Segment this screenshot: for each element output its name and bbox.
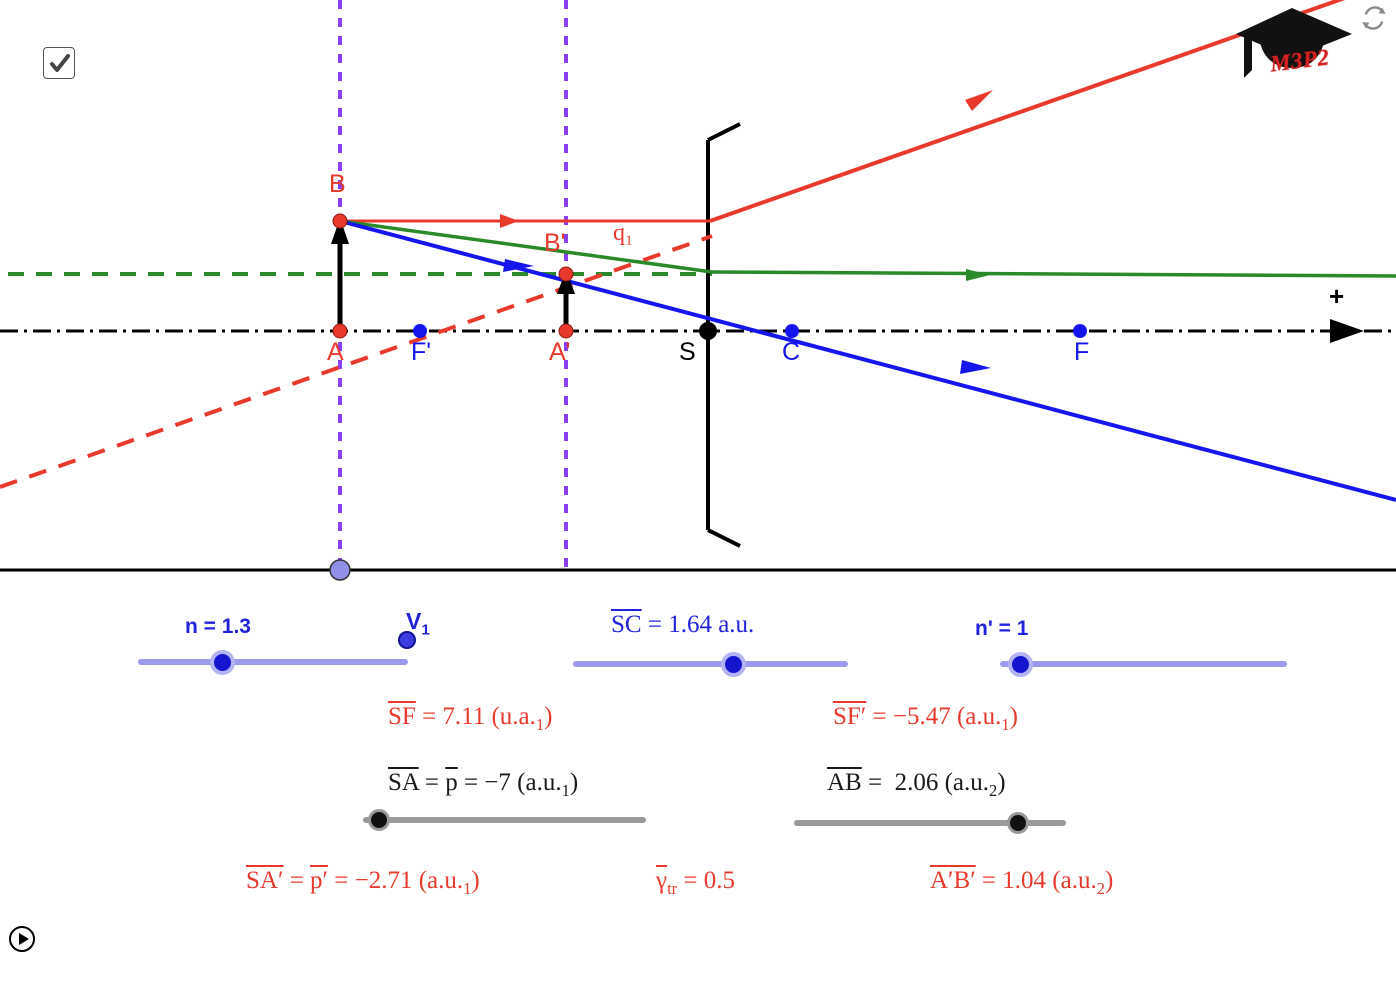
show-construction-checkbox[interactable] xyxy=(43,47,75,79)
animation-play-button[interactable] xyxy=(8,925,36,953)
checkmark-icon xyxy=(50,54,70,72)
slider-label-sc: SC = 1.64 a.u. xyxy=(611,611,755,638)
vertex-drag-handle[interactable] xyxy=(329,559,351,581)
label-C: C xyxy=(782,338,801,366)
graduation-cap-icon xyxy=(1236,8,1352,78)
label-plus-direction: + xyxy=(1329,281,1345,311)
slider-track-n-prime[interactable] xyxy=(1000,661,1287,667)
controls-panel[interactable]: n = 1.3 V1 SC = 1.64 a.u. n' = 1 SF = 7.… xyxy=(0,582,1396,982)
point-F xyxy=(1073,324,1087,338)
label-B-prime: B' xyxy=(544,229,566,257)
slider-label-n-prime: n' = 1 xyxy=(975,617,1029,640)
formula-gamma-tr: γtr = 0.5 xyxy=(656,867,736,898)
slider-knob-n-prime[interactable] xyxy=(1008,652,1033,677)
point-B-prime xyxy=(558,266,574,282)
formula-a-prime-b-prime: A′B′ = 1.04 (a.u.2) xyxy=(930,867,1114,898)
slider-track-sc[interactable] xyxy=(573,661,848,667)
label-A: A xyxy=(327,338,344,366)
blue-ray xyxy=(339,219,1396,502)
label-A-prime: A' xyxy=(549,338,571,366)
formula-sa: SA = p = −7 (a.u.1) xyxy=(388,769,579,800)
label-q1: q₁ xyxy=(613,220,634,246)
point-A-prime xyxy=(558,323,574,339)
slider-knob-n[interactable] xyxy=(210,650,235,675)
formula-sf: SF = 7.11 (u.a.1) xyxy=(388,703,553,734)
slider-track-sa[interactable] xyxy=(363,817,646,823)
label-B: B xyxy=(329,170,346,198)
slider-track-ab[interactable] xyxy=(794,820,1066,826)
slider-knob-ab[interactable] xyxy=(1007,812,1029,834)
refresh-icon[interactable] xyxy=(1360,4,1388,32)
red-virtual-ray xyxy=(0,234,713,489)
optical-axis xyxy=(0,319,1396,343)
slider-knob-sa[interactable] xyxy=(368,809,390,831)
slider-label-n: n = 1.3 xyxy=(185,615,251,638)
slider-track-n[interactable] xyxy=(138,659,408,665)
slider-knob-sc[interactable] xyxy=(721,652,746,677)
formula-sf-prime: SF′ = −5.47 (a.u.1) xyxy=(833,703,1018,734)
formula-ab: AB = 2.06 (a.u.2) xyxy=(827,769,1006,800)
label-S: S xyxy=(679,338,696,366)
play-icon xyxy=(9,926,35,952)
point-F-prime xyxy=(413,324,427,338)
point-S xyxy=(699,322,717,340)
point-handle-v1[interactable] xyxy=(398,631,416,649)
optics-ray-diagram[interactable] xyxy=(0,0,1396,582)
label-F-prime: F' xyxy=(411,338,432,366)
point-C xyxy=(785,324,799,338)
point-A[interactable] xyxy=(332,323,348,339)
label-F: F xyxy=(1074,338,1090,366)
label-V1: V1 xyxy=(406,608,430,639)
point-B[interactable] xyxy=(332,213,348,229)
formula-sa-prime: SA′ = p′ = −2.71 (a.u.1) xyxy=(246,867,480,898)
green-ray xyxy=(339,219,1396,281)
object-arrow[interactable] xyxy=(331,218,349,331)
app-logo: M3P2 xyxy=(1234,2,1354,92)
